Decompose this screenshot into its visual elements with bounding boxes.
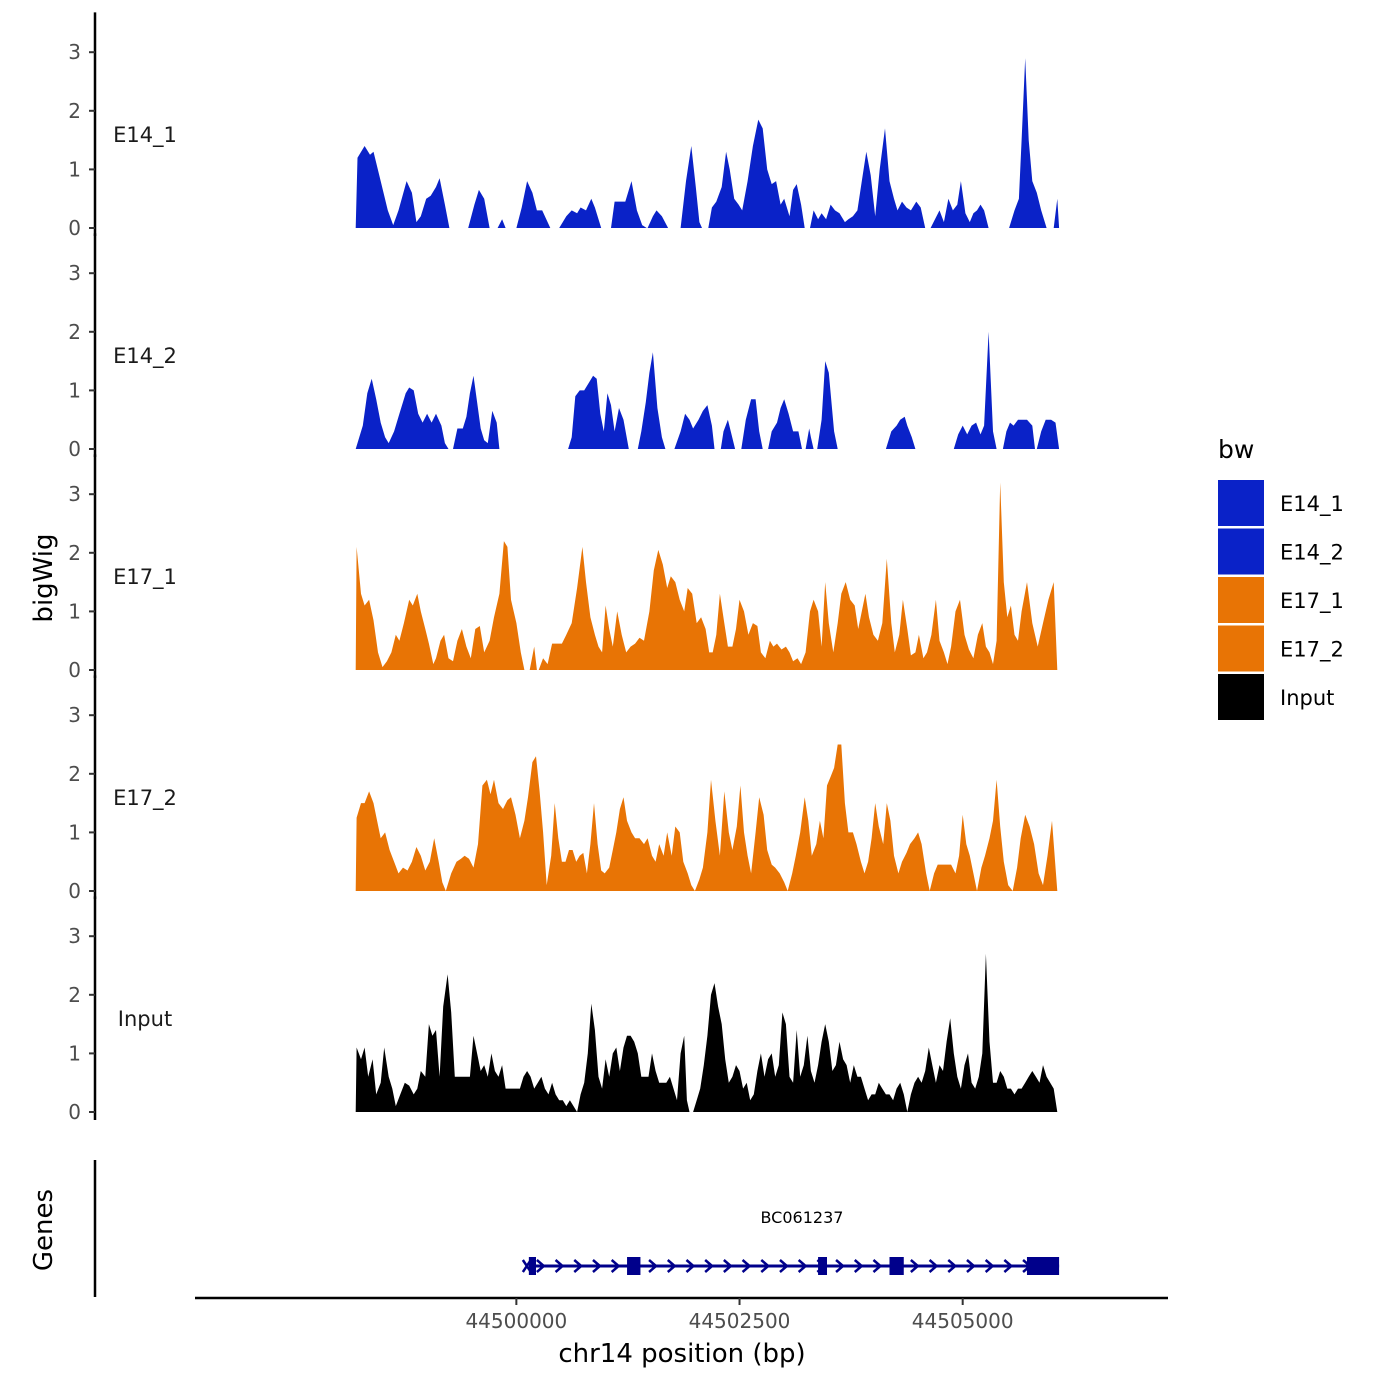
series-area-E17_2: [355, 744, 1058, 891]
strand-arrow: [910, 1259, 920, 1273]
strand-arrow: [760, 1259, 771, 1273]
strand-arrow: [1003, 1259, 1014, 1273]
legend-item-Input: Input: [1218, 674, 1334, 720]
y-tick-label: 1: [68, 378, 81, 402]
x-axis: 44500000 44502500 44505000: [195, 1296, 1168, 1333]
series-area-Input: [355, 953, 1058, 1112]
strand-arrow: [835, 1259, 845, 1273]
legend-swatch: [1218, 577, 1264, 623]
strand-arrow: [797, 1259, 808, 1273]
strand-arrow: [704, 1259, 715, 1273]
strand-arrow: [947, 1259, 958, 1273]
x-tick-label: 44505000: [912, 1309, 1014, 1333]
y-tick-label: 2: [68, 983, 81, 1007]
y-axis-title: bigWig: [29, 533, 59, 622]
legend: E14_1 E14_2 E17_1 E17_2 Input: [1218, 480, 1344, 720]
series-area-E14_2: [355, 331, 1060, 449]
track-E14_1: 0 1 2 3 E14_1: [68, 12, 1060, 240]
genes-track-title: Genes: [29, 1189, 59, 1271]
y-tick-label: 0: [68, 1100, 81, 1124]
track-label: E17_2: [113, 786, 177, 811]
strand-arrow: [984, 1259, 995, 1273]
strand-arrow: [853, 1259, 864, 1273]
y-tick-label: 1: [68, 1041, 81, 1065]
y-tick-label: 2: [68, 320, 81, 344]
y-tick-label: 0: [68, 437, 81, 461]
legend-label: E17_1: [1280, 589, 1344, 614]
strand-arrow: [610, 1259, 621, 1273]
tracks-layer: 0 1 2 3 E14_1 0 1 2 3 E14_2 0 1 2 3 E17_1 0 1 2 3 E17_2 0 1 2 3…: [68, 12, 1060, 1124]
strand-arrow: [928, 1259, 939, 1273]
strand-arrow: [741, 1259, 752, 1273]
strand-arrow: [966, 1259, 976, 1273]
legend-swatch: [1218, 625, 1264, 672]
track-label: E17_1: [113, 565, 177, 590]
legend-item-E17_2: E17_2: [1218, 625, 1344, 672]
legend-title: bw: [1218, 435, 1254, 464]
strand-arrow: [666, 1259, 677, 1273]
y-tick-label: 1: [68, 157, 81, 181]
legend-swatch: [1218, 528, 1264, 575]
legend-label: E14_1: [1280, 492, 1344, 517]
genes-layer: BC061237: [93, 1160, 1060, 1297]
y-tick-label: 3: [68, 924, 81, 948]
y-tick-label: 2: [68, 541, 81, 565]
x-axis-title: chr14 position (bp): [558, 1339, 805, 1369]
track-label: E14_2: [113, 344, 177, 369]
legend-item-E17_1: E17_1: [1218, 577, 1344, 623]
legend-label: E14_2: [1280, 541, 1344, 566]
strand-arrow: [872, 1259, 883, 1273]
gene-exon: [818, 1257, 828, 1275]
x-tick-label: 44500000: [465, 1309, 567, 1333]
y-tick-label: 1: [68, 599, 81, 623]
y-tick-label: 1: [68, 820, 81, 844]
y-tick-label: 3: [68, 40, 81, 64]
y-tick-label: 2: [68, 762, 81, 786]
strand-arrow: [573, 1259, 584, 1273]
track-E17_2: 0 1 2 3 E17_2: [68, 675, 1058, 903]
track-label: Input: [118, 1007, 172, 1031]
strand-arrow: [554, 1259, 565, 1273]
legend-label: Input: [1280, 686, 1334, 710]
strand-arrow: [592, 1259, 602, 1273]
strand-arrow: [723, 1259, 733, 1273]
gene-exon: [627, 1257, 641, 1275]
y-tick-label: 3: [68, 482, 81, 506]
track-label: E14_1: [113, 123, 177, 148]
gene-exon: [1026, 1257, 1060, 1275]
track-Input: 0 1 2 3 Input: [68, 896, 1058, 1124]
series-area-E14_1: [355, 58, 1060, 228]
y-tick-label: 3: [68, 703, 81, 727]
y-tick-label: 2: [68, 99, 81, 123]
legend-item-E14_2: E14_2: [1218, 528, 1344, 575]
strand-arrow: [536, 1259, 546, 1273]
series-area-E17_1: [355, 482, 1058, 670]
y-tick-label: 0: [68, 879, 81, 903]
gene-exon: [528, 1257, 536, 1275]
y-tick-label: 0: [68, 658, 81, 682]
x-tick-label: 44502500: [689, 1309, 791, 1333]
track-E17_1: 0 1 2 3 E17_1: [68, 454, 1058, 682]
y-tick-label: 3: [68, 261, 81, 285]
gene-name-label: BC061237: [760, 1208, 843, 1227]
strand-arrow: [779, 1259, 789, 1273]
legend-swatch: [1218, 480, 1264, 526]
legend-swatch: [1218, 674, 1264, 720]
strand-arrow: [648, 1259, 658, 1273]
strand-arrow: [685, 1259, 696, 1273]
gene-exon: [889, 1257, 904, 1275]
legend-item-E14_1: E14_1: [1218, 480, 1344, 526]
legend-label: E17_2: [1280, 638, 1344, 663]
track-E14_2: 0 1 2 3 E14_2: [68, 233, 1060, 461]
y-tick-label: 0: [68, 216, 81, 240]
